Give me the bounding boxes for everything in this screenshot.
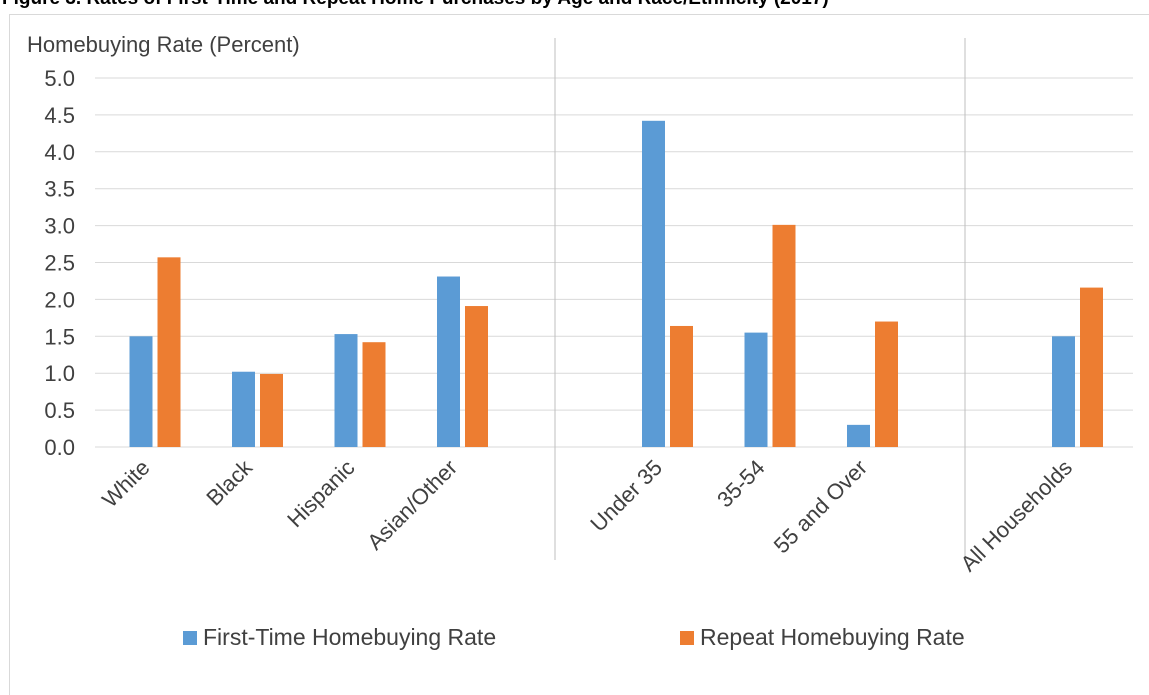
y-tick-label: 4.0 [44,140,75,165]
legend-label-first-time: First-Time Homebuying Rate [203,624,497,650]
legend-label-repeat: Repeat Homebuying Rate [700,624,965,650]
bar-first-time [642,120,665,447]
bar-first-time [1052,336,1075,447]
legend-item-repeat: Repeat Homebuying Rate [680,624,965,651]
bar-first-time [334,334,358,447]
y-tick-label: 1.0 [44,361,75,386]
y-tick-label: 5.0 [44,66,75,91]
bar-first-time [437,276,460,447]
bar-repeat [260,373,283,447]
bar-first-time [232,371,255,447]
y-tick-label: 4.5 [44,103,75,128]
x-tick-label: White [97,455,154,512]
chart-frame [9,14,1149,695]
bar-first-time [847,424,870,447]
x-tick-label: Under 35 [585,455,667,537]
x-tick-label: All Households [956,455,1077,576]
bar-repeat [1080,287,1103,447]
y-tick-label: 0.5 [44,398,75,423]
y-tick-label: 3.0 [44,214,75,239]
y-tick-label: 1.5 [44,324,75,349]
legend-item-first-time: First-Time Homebuying Rate [183,624,496,651]
y-axis-title: Homebuying Rate (Percent) [27,32,300,57]
chart-title: Figure 3. Rates of First-Time and Repeat… [2,0,829,10]
legend-swatch-first-time [183,630,197,645]
bar-repeat [670,325,693,447]
bar-repeat [362,342,386,447]
bar-repeat [157,257,181,447]
bar-repeat [875,321,898,447]
x-tick-label: Asian/Other [362,455,462,555]
x-tick-label: 35-54 [712,455,769,512]
legend-swatch-repeat [680,630,694,645]
chart-svg: Homebuying Rate (Percent) 0.0 0.5 1.0 1.5 2.0… [27,32,1133,576]
bar-first-time [129,336,153,447]
bar-first-time [744,332,768,447]
y-tick-label: 2.0 [44,287,75,312]
bar-repeat [465,306,488,447]
bar-repeat [772,224,796,447]
x-tick-label: Hispanic [282,455,359,532]
x-tick-label: Black [201,454,257,510]
y-tick-label: 0.0 [44,435,75,460]
y-tick-label: 3.5 [44,177,75,202]
y-tick-label: 2.5 [44,251,75,276]
x-tick-label: 55 and Over [769,455,872,558]
